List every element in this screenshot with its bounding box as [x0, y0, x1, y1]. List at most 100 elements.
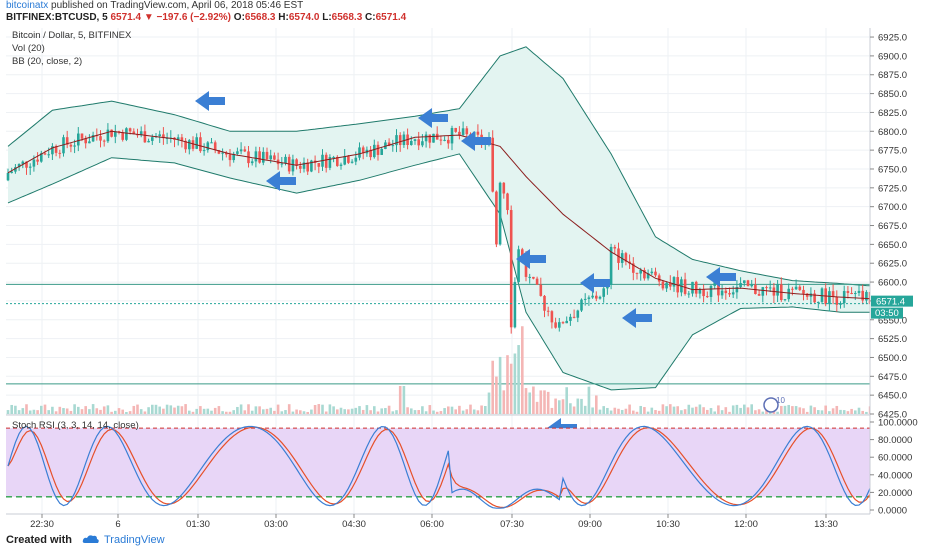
annotation-arrow-icon	[461, 131, 491, 151]
candle-body	[132, 131, 136, 135]
candle-body	[354, 157, 358, 162]
volume-bar	[173, 407, 176, 414]
volume-bar	[713, 411, 716, 414]
candle-body	[17, 163, 21, 168]
candle-body	[80, 133, 84, 139]
tradingview-brand[interactable]: TradingView	[104, 534, 165, 546]
volume-bar	[114, 410, 117, 414]
candle-body	[10, 171, 13, 173]
annotation-arrow-icon	[195, 91, 225, 111]
volume-bar	[295, 409, 298, 414]
publish-line: bitcoinatx published on TradingView.com,…	[6, 0, 303, 11]
candle-body	[84, 138, 87, 144]
candle-body	[617, 248, 620, 263]
volume-bar	[162, 408, 165, 414]
price-tick-label: 6825.0	[878, 108, 907, 119]
volume-bar	[217, 406, 221, 414]
bollinger-legend[interactable]: BB (20, close, 2)	[12, 56, 83, 67]
volume-bar	[250, 410, 254, 414]
volume-bar	[743, 404, 746, 414]
main-series-legend[interactable]: Bitcoin / Dollar, 5, BITFINEX	[12, 30, 132, 41]
candle-body	[91, 135, 95, 142]
volume-bar	[21, 408, 25, 414]
volume-bar	[472, 409, 476, 414]
candle-body	[669, 282, 672, 287]
volume-bar	[25, 404, 28, 414]
volume-bar	[128, 411, 132, 414]
volume-bar	[310, 409, 313, 414]
time-axis: 22:30 6 01:30 03:00 04:30 06:00 07:30 09:00 10:3…	[6, 513, 870, 528]
price-tick-label: 6925.0	[878, 33, 907, 44]
stoch-rsi-legend[interactable]: Stoch RSI (3, 3, 14, 14, close)	[12, 420, 139, 431]
publisher-name[interactable]: bitcoinatx	[6, 0, 49, 11]
open-label: O:	[233, 12, 245, 23]
candle-body	[58, 152, 62, 154]
candle-body	[846, 291, 850, 293]
candle-body	[54, 146, 58, 153]
price-tick-label: 6650.0	[878, 240, 907, 251]
candle-body	[232, 153, 235, 161]
volume-bar	[40, 405, 43, 414]
symbol-label: BITFINEX:BTCUSD, 5	[6, 12, 108, 23]
candle-body	[391, 145, 395, 147]
volume-bar	[77, 406, 80, 414]
time-tick-label: 22:30	[30, 519, 54, 528]
volume-legend[interactable]: Vol (20)	[12, 43, 45, 54]
volume-bar	[617, 408, 620, 414]
volume-bar	[62, 408, 65, 414]
event-marker-icon	[763, 397, 779, 413]
candle-body	[199, 137, 202, 152]
volume-bar	[694, 406, 698, 414]
volume-bar	[376, 411, 380, 414]
volume-bar	[606, 407, 609, 414]
candle-body	[698, 289, 702, 294]
candle-body	[369, 149, 372, 158]
candle-body	[657, 275, 661, 282]
time-tick-label: 06:00	[420, 519, 444, 528]
volume-bar	[17, 410, 21, 414]
volume-bar	[361, 409, 365, 414]
volume-bar	[798, 407, 802, 414]
candle-body	[820, 288, 824, 302]
volume-bar	[343, 409, 346, 414]
volume-bar	[469, 404, 472, 414]
candle-body	[861, 290, 864, 301]
candle-body	[21, 161, 25, 164]
volume-bar	[657, 410, 661, 414]
candle-body	[332, 156, 335, 158]
price-chart-svg[interactable]: 10 6925.0 6900.0 6875.0 6850.0 6825.0 6800.0 67…	[0, 0, 932, 528]
candle-body	[465, 128, 469, 135]
candle-body	[317, 163, 321, 167]
annotation-arrow-icon	[516, 249, 546, 269]
candle-body	[73, 145, 76, 147]
candle-body	[854, 293, 857, 295]
candle-body	[476, 131, 480, 135]
volume-bar	[635, 411, 639, 414]
candle-body	[176, 137, 180, 140]
volume-bar	[528, 392, 531, 414]
candle-body	[709, 285, 713, 297]
volume-bar	[517, 345, 520, 414]
candle-body	[491, 137, 494, 192]
volume-bar	[498, 356, 502, 414]
volume-bar	[717, 405, 720, 414]
candle-body	[180, 137, 184, 141]
candle-body	[14, 167, 17, 172]
volume-bar	[643, 407, 646, 414]
candle-body	[65, 137, 69, 145]
volume-bar	[572, 406, 576, 414]
volume-bar	[339, 407, 343, 414]
candle-body	[831, 291, 835, 297]
candle-body	[435, 133, 439, 140]
candle-body	[77, 133, 80, 146]
price-tick-label: 6700.0	[878, 202, 907, 213]
volume-bar	[28, 410, 32, 414]
volume-bar	[846, 411, 850, 414]
rsi-tick-label: 60.0000	[878, 453, 912, 464]
volume-bar	[624, 408, 628, 414]
candle-body	[162, 134, 165, 139]
volume-bar	[787, 404, 790, 414]
candle-body	[857, 290, 861, 294]
stoch-d-line	[7, 426, 871, 509]
